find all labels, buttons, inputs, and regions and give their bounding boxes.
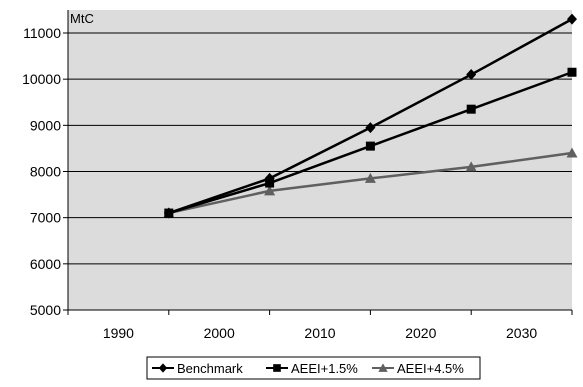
legend-label: Benchmark <box>177 361 243 376</box>
data-point-diamond <box>158 363 168 373</box>
y-axis-ticks: 5000 6000 7000 8000 9000 10000 11000 <box>22 25 68 318</box>
data-point-triangle <box>364 172 376 183</box>
y-tick-label: 5000 <box>30 302 61 318</box>
y-tick-label: 8000 <box>30 164 61 180</box>
plot-area <box>68 10 572 310</box>
legend-label: AEEI+4.5% <box>397 361 464 376</box>
legend-box <box>146 356 481 380</box>
data-point-square <box>567 67 577 77</box>
data-point-triangle <box>566 147 578 158</box>
data-point-diamond <box>567 13 577 25</box>
data-point-square <box>273 364 281 372</box>
y-axis-unit-label: MtC <box>70 11 94 26</box>
x-tick-label: 2030 <box>506 325 537 341</box>
y-tick-label: 11000 <box>23 25 61 41</box>
data-point-triangle <box>378 363 388 372</box>
series-layer <box>163 13 578 219</box>
data-point-square <box>365 141 375 151</box>
data-point-diamond <box>264 172 275 184</box>
legend: Benchmark AEEI+1.5% AEEI+4.5% <box>152 361 464 376</box>
x-axis-ticks: 1990 2000 2010 2020 2030 <box>67 310 573 341</box>
data-point-diamond <box>365 122 376 134</box>
x-tick-label: 2000 <box>204 325 235 341</box>
y-tick-label: 6000 <box>30 256 61 272</box>
legend-item: Benchmark <box>152 361 243 376</box>
x-tick-label: 2020 <box>405 325 436 341</box>
y-tick-label: 10000 <box>22 71 61 87</box>
x-tick-label: 2010 <box>304 325 335 341</box>
gridlines <box>68 32 572 265</box>
y-tick-label: 9000 <box>30 117 61 133</box>
data-point-triangle <box>465 161 477 172</box>
data-point-square <box>466 104 476 114</box>
data-point-diamond <box>163 207 174 219</box>
series-benchmark <box>163 13 577 219</box>
legend-item: AEEI+1.5% <box>266 361 358 376</box>
y-tick-label: 7000 <box>30 210 61 226</box>
data-point-triangle <box>264 185 276 196</box>
x-tick-label: 1990 <box>103 325 134 341</box>
legend-label: AEEI+1.5% <box>291 361 358 376</box>
data-point-diamond <box>466 69 477 81</box>
legend-item: AEEI+4.5% <box>372 361 464 376</box>
